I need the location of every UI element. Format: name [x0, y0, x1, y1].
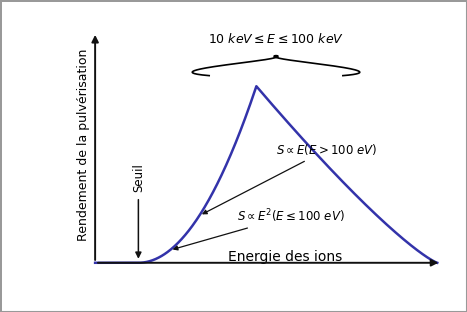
Text: Energie des ions: Energie des ions	[228, 250, 342, 264]
Text: $S\propto E(E>100\ eV)$: $S\propto E(E>100\ eV)$	[203, 142, 377, 214]
Text: Seuil: Seuil	[132, 163, 145, 192]
Text: Rendement de la pulvérisation: Rendement de la pulvérisation	[77, 49, 90, 241]
Text: $S\propto E^{2}(E\leq100\ eV)$: $S\propto E^{2}(E\leq100\ eV)$	[174, 207, 345, 250]
Text: $10\ keV{\leq}E{\leq}100\ keV$: $10\ keV{\leq}E{\leq}100\ keV$	[208, 32, 344, 46]
